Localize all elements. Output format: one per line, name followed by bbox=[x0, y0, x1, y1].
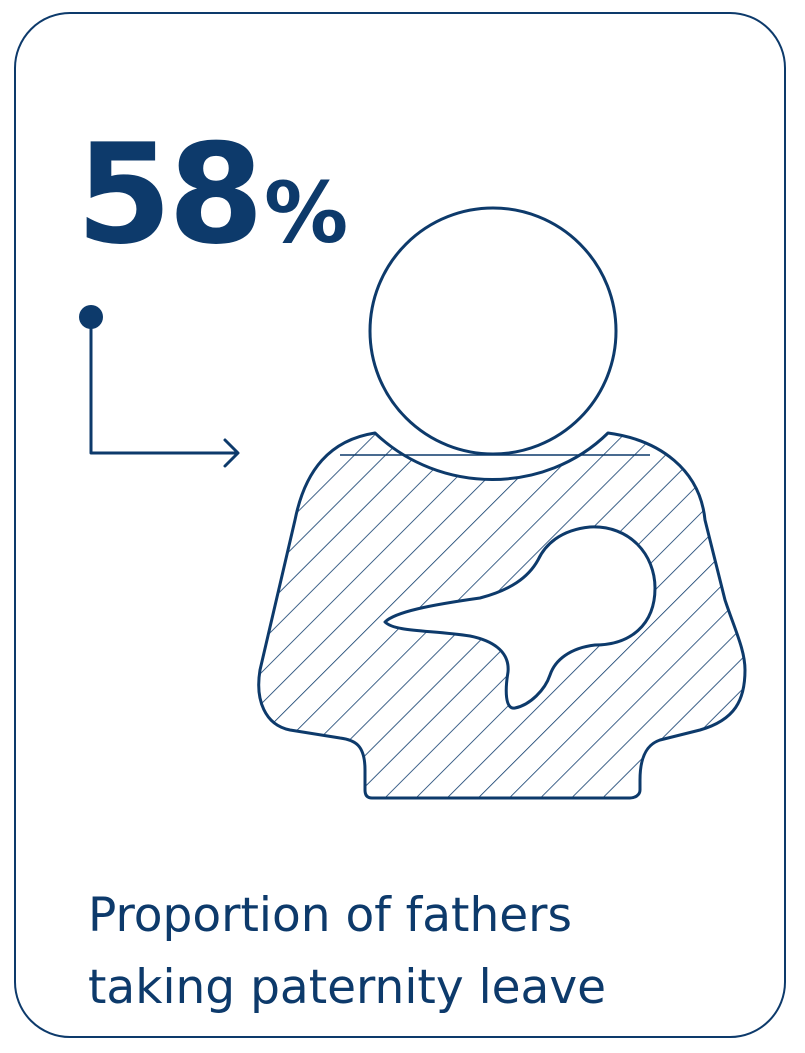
father-holding-baby-icon bbox=[257, 206, 747, 800]
caption: Proportion of fathers taking paternity l… bbox=[88, 880, 778, 1024]
caption-line-2: taking paternity leave bbox=[88, 960, 607, 1015]
pointer-arrow-icon bbox=[79, 305, 240, 468]
father-head-icon bbox=[368, 206, 618, 456]
stat-unit: % bbox=[264, 164, 349, 262]
baby-icon bbox=[383, 525, 657, 710]
stat-value: 58% bbox=[76, 126, 348, 264]
caption-line-1: Proportion of fathers bbox=[88, 888, 572, 943]
stat-number: 58 bbox=[76, 114, 264, 275]
